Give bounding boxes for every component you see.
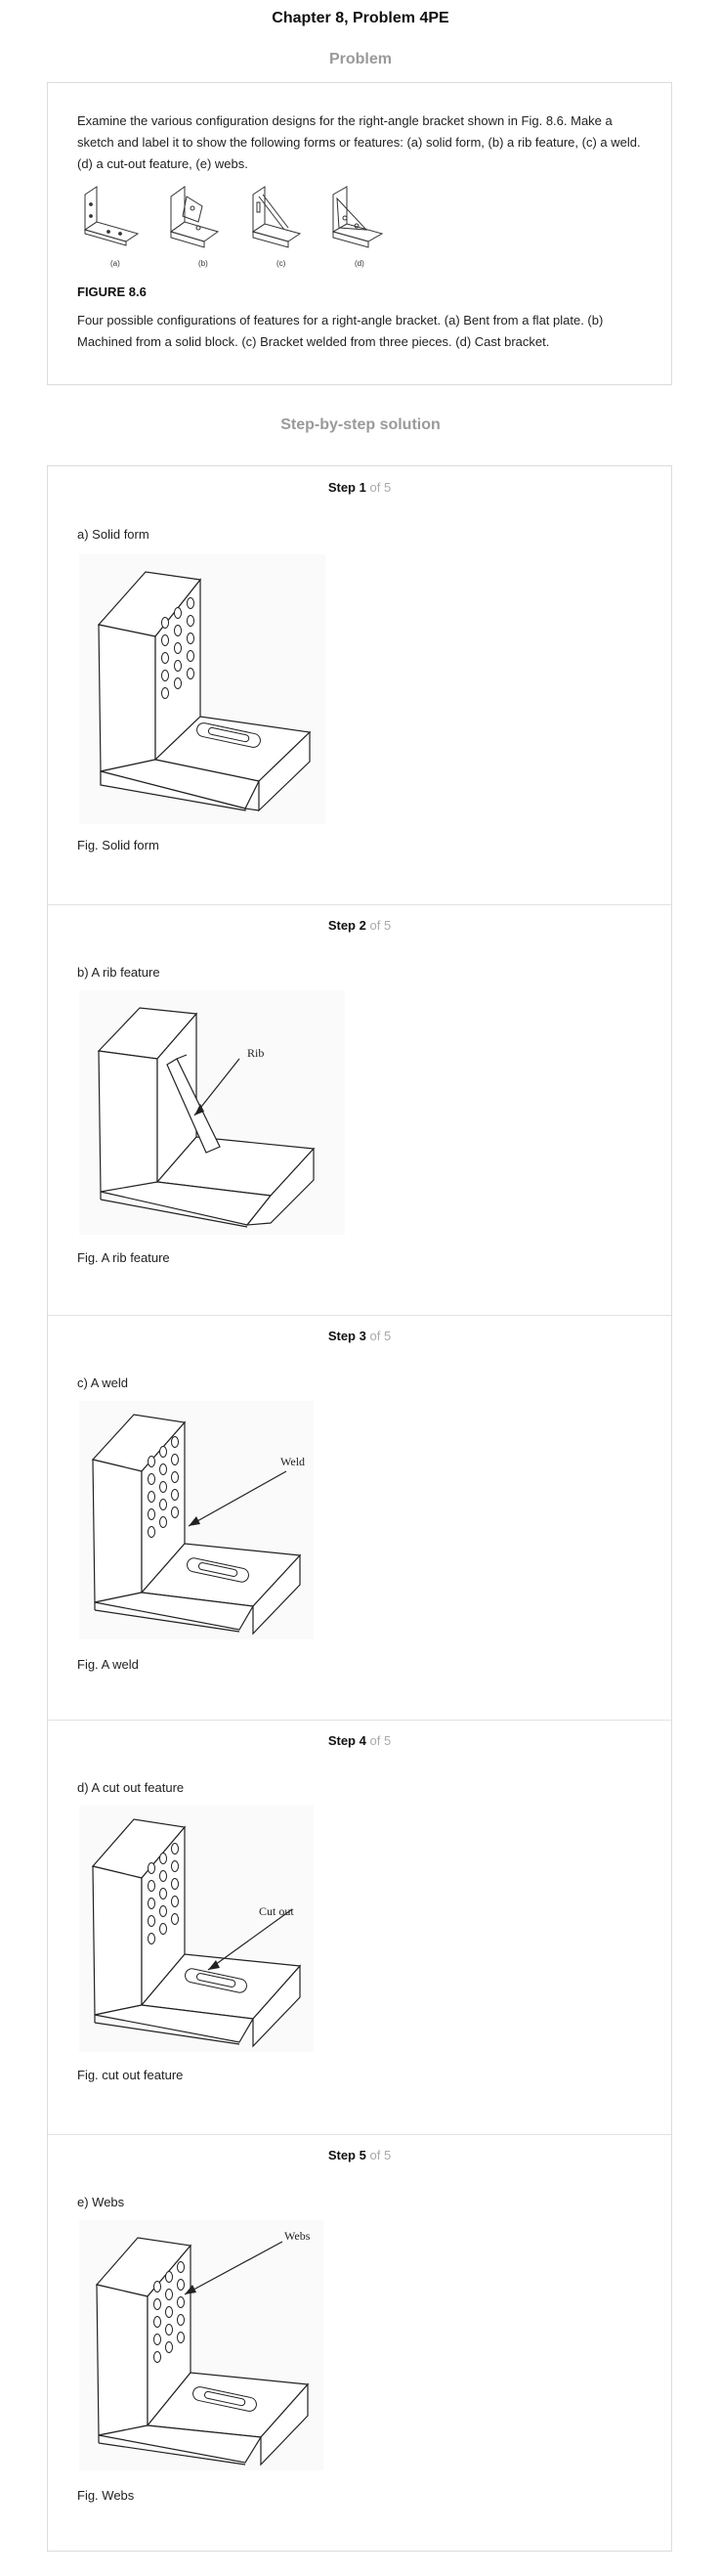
thumb-a-bracket [83,186,140,246]
step-3-word: Step [327,1329,356,1343]
step-5-heading: Step 5 of 5 [48,2148,671,2162]
step-3-subtitle: c) A weld [77,1375,129,1390]
thumb-label-b: (b) [198,259,208,268]
thumb-b-bracket [169,186,220,248]
step-2-total: of 5 [369,918,392,933]
solution-heading: Step-by-step solution [280,416,441,433]
step-3-total: of 5 [369,1329,392,1343]
step-3: Step 3 of 5 c) A weld [48,1315,671,1721]
step-2-heading: Step 2 of 5 [48,918,671,933]
step-4-number: 4 [359,1733,366,1748]
step-4-word: Step [327,1733,356,1748]
thumb-label-c: (c) [276,259,286,268]
callout-cutout: Cut out [259,1904,294,1918]
callout-weld: Weld [280,1455,305,1468]
solution-card: Step 1 of 5 a) Solid form [47,465,672,2552]
problem-heading: Problem [328,51,392,67]
step-4-caption: Fig. cut out feature [77,2068,184,2082]
thumb-label-a: (a) [110,259,120,268]
webs-hole-grid [153,2261,185,2363]
step-1-caption: Fig. Solid form [77,838,159,852]
step-5-figure: Webs [79,2220,323,2470]
step-5: Step 5 of 5 e) Webs [48,2134,671,2551]
step-5-number: 5 [359,2148,366,2162]
step-2-number: 2 [359,918,366,933]
step-4: Step 4 of 5 d) A cut out feature [48,1720,671,2135]
rib-bracket-drawing: Rib [97,1007,316,1228]
cutout-bracket-drawing: Cut out [91,1818,302,2048]
step-3-number: 3 [359,1329,366,1343]
weld-hole-grid [148,1436,179,1538]
problem-card: Examine the various configuration design… [47,82,672,385]
weld-bracket-drawing: Weld [91,1414,305,1636]
step-1-number: 1 [359,480,366,495]
figure-caption: Four possible configurations of features… [77,313,604,349]
step-4-total: of 5 [369,1733,392,1748]
step-2-caption: Fig. A rib feature [77,1250,170,1265]
thumb-label-d: (d) [355,259,364,268]
page-title: Chapter 8, Problem 4PE [272,10,449,26]
figure-label: FIGURE 8.6 [77,284,147,299]
callout-rib: Rib [247,1046,264,1060]
solid-bracket-drawing [97,571,312,812]
thumb-c-bracket [251,186,302,248]
thumb-d-bracket [331,186,384,248]
step-1-heading: Step 1 of 5 [48,480,671,495]
step-2-word: Step [327,918,356,933]
step-1-word: Step [327,480,356,495]
step-2-figure: Rib [79,990,345,1235]
step-4-figure: Cut out [79,1806,314,2052]
cutout-hole-grid [148,1843,179,1944]
step-1-figure [79,554,325,824]
step-4-subtitle: d) A cut out feature [77,1780,185,1795]
step-2-subtitle: b) A rib feature [77,965,160,980]
step-1-subtitle: a) Solid form [77,527,149,542]
step-4-heading: Step 4 of 5 [48,1733,671,1748]
step-5-total: of 5 [369,2148,392,2162]
step-3-figure: Weld [79,1401,314,1639]
webs-bracket-drawing: Webs [95,2229,311,2467]
figure-8-6-thumbnails [83,186,384,248]
callout-webs: Webs [284,2229,311,2243]
step-5-caption: Fig. Webs [77,2488,135,2503]
step-1: Step 1 of 5 a) Solid form [48,466,671,905]
step-3-caption: Fig. A weld [77,1657,139,1672]
hole-grid [161,597,194,699]
step-3-heading: Step 3 of 5 [48,1329,671,1343]
step-5-word: Step [327,2148,356,2162]
problem-text: Examine the various configuration design… [77,113,641,171]
step-1-total: of 5 [369,480,392,495]
step-2: Step 2 of 5 b) A rib feature [48,904,671,1316]
step-5-subtitle: e) Webs [77,2195,125,2209]
